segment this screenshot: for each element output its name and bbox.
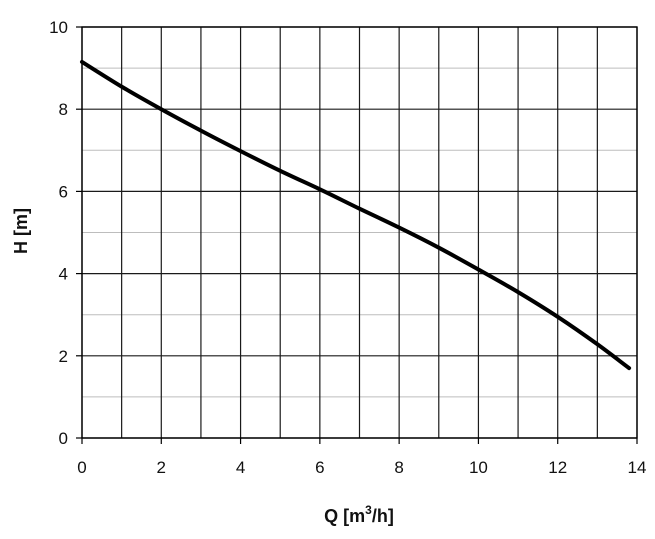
x-tick-label: 2	[157, 458, 166, 477]
series-layer	[80, 59, 632, 371]
y-tick-label: 6	[59, 182, 68, 201]
x-tick-label: 6	[315, 458, 324, 477]
series-line	[80, 59, 632, 371]
y-tick-label: 4	[59, 265, 68, 284]
x-tick-label: 8	[394, 458, 403, 477]
x-axis-title-tail: /h]	[372, 506, 394, 526]
x-tick-label: 10	[469, 458, 488, 477]
x-tick-label: 14	[628, 458, 647, 477]
x-axis-title-superscript: 3	[365, 503, 372, 517]
y-tick-label: 2	[59, 347, 68, 366]
x-axis-title: Q [m3/h]	[324, 503, 394, 526]
x-axis-ticks: 0 2 4 6 8 10 12 14	[77, 438, 646, 477]
x-tick-label: 12	[548, 458, 567, 477]
y-axis-title: H [m]	[11, 208, 31, 254]
y-tick-label: 10	[49, 18, 68, 37]
y-tick-label: 8	[59, 100, 68, 119]
y-axis-ticks: 0 2 4 6 8 10	[49, 18, 82, 448]
plot-frame	[81, 26, 638, 439]
x-tick-label: 4	[236, 458, 245, 477]
major-grid	[81, 26, 638, 439]
y-tick-label: 0	[59, 429, 68, 448]
x-tick-label: 0	[77, 458, 86, 477]
